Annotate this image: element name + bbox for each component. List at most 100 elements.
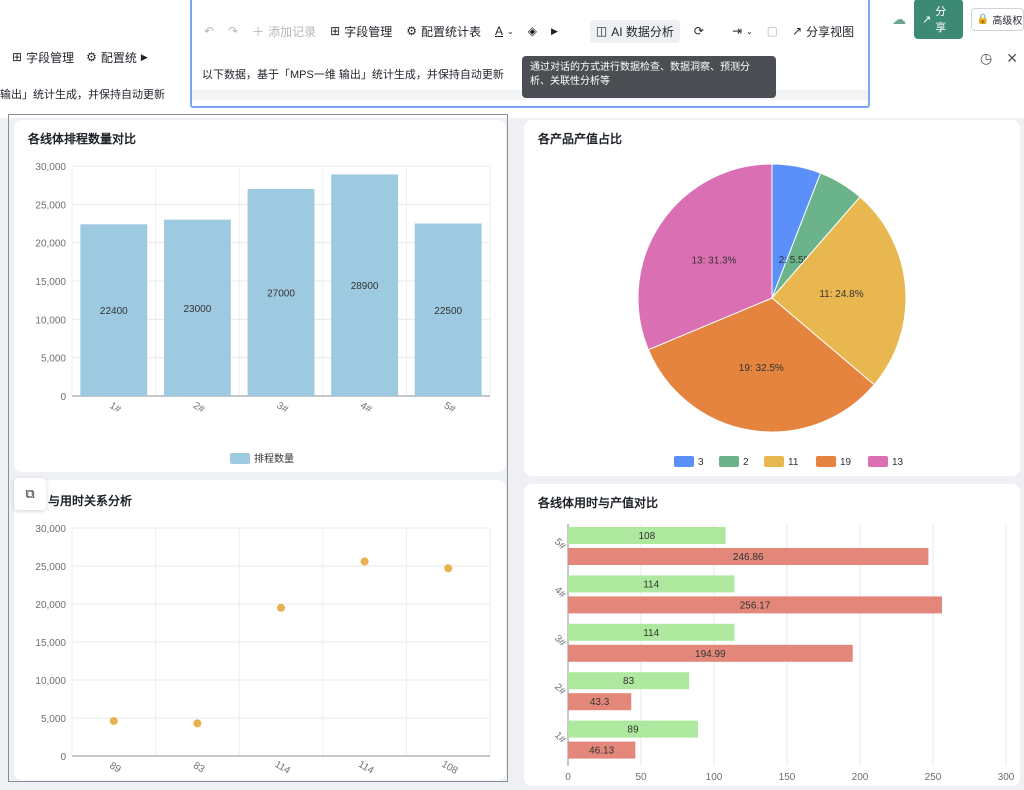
- header-actions: ☁ ↗ 分享 🔒 高级权: [864, 0, 1024, 39]
- data-label: 114: [643, 628, 659, 639]
- legend-label: 19: [840, 457, 852, 468]
- legend-swatch: [816, 456, 836, 467]
- data-label: 246.86: [733, 552, 764, 563]
- export-button[interactable]: ⇥ ⌄: [732, 24, 753, 38]
- data-label: 22500: [434, 306, 462, 317]
- chart-title: 各线体排程数量对比: [28, 132, 137, 146]
- pie-slice: [637, 163, 773, 351]
- chart-card-time-relation[interactable]: 与用时关系分析 0 5,000 10,000 15,000 20,000 25,000 30…: [14, 480, 506, 780]
- y-tick-label: 20,000: [35, 600, 66, 611]
- y-tick-label: 5,000: [41, 354, 66, 365]
- y-tick-label: 10,000: [35, 676, 66, 687]
- x-tick-label: 89: [107, 760, 123, 775]
- y-tick-label: 20,000: [35, 239, 66, 250]
- legend-swatch: [230, 453, 250, 464]
- legend-swatch: [674, 456, 694, 467]
- cloud-icon: ☁: [892, 10, 906, 27]
- redo-icon[interactable]: ↷: [228, 24, 239, 38]
- legend-label: 13: [892, 457, 904, 468]
- play-icon: ▶: [140, 51, 148, 62]
- field-manage-button[interactable]: ⊞ 字段管理: [12, 50, 75, 65]
- x-tick-label: 1#: [107, 400, 123, 415]
- y-tick-label: 5#: [552, 536, 568, 552]
- x-tick-label: 4#: [358, 400, 374, 415]
- bar-time: [568, 575, 735, 593]
- y-tick-label: 0: [60, 392, 66, 403]
- lock-icon: 🔒: [976, 13, 990, 25]
- text-color-button[interactable]: A ⌄: [495, 24, 514, 38]
- bar: [163, 219, 231, 396]
- data-label: 22400: [100, 306, 128, 317]
- y-tick-label: 25,000: [35, 562, 66, 573]
- config-stats-button[interactable]: ⚙ 配置统计表: [406, 24, 482, 39]
- copy-button[interactable]: ⧉: [14, 478, 46, 510]
- data-label: 89: [627, 725, 639, 736]
- grid-icon: ⊞: [330, 24, 341, 38]
- lock-icon[interactable]: ▢: [766, 24, 779, 38]
- bar-value: [568, 644, 853, 662]
- scatter-chart: 0 5,000 10,000 15,000 20,000 25,000 30,000 89 83…: [35, 524, 491, 777]
- y-tick-label: 30,000: [35, 162, 66, 173]
- bar: [331, 174, 399, 396]
- bar-time: [568, 623, 735, 641]
- y-tick-label: 10,000: [35, 315, 66, 326]
- slice-label: 13: 31.3%: [691, 255, 736, 266]
- x-tick-label: 300: [998, 772, 1015, 783]
- ai-analysis-button[interactable]: ◫ AI 数据分析: [589, 19, 680, 43]
- chart-card-time-vs-value[interactable]: 各线体用时与产值对比 0 50 100 150 200 250 300 108 246.86 5#…: [524, 484, 1020, 786]
- field-manage-button-2[interactable]: ⊞ 字段管理: [330, 24, 393, 39]
- play-icon[interactable]: ▶: [550, 25, 558, 36]
- pie-chart: 2: 5.5% 11: 24.8% 19: 32.5% 13: 31.3% 3 2 11 19…: [637, 163, 907, 468]
- chart-card-product-share[interactable]: 各产品产值占比 2: 5.5% 11: 24.8% 19: 32.5% 13: 31.…: [524, 120, 1020, 476]
- undo-icon[interactable]: ↶: [204, 24, 215, 38]
- bar-value: [568, 596, 943, 614]
- bar-value: [568, 741, 636, 759]
- share-view-button[interactable]: ↗ 分享视图: [792, 24, 855, 39]
- bar: [414, 223, 482, 396]
- text-color-icon: A: [495, 24, 504, 38]
- y-tick-label: 15,000: [35, 638, 66, 649]
- pie-slice: [771, 196, 907, 386]
- scatter-point: [109, 717, 118, 726]
- y-tick-label: 0: [60, 752, 66, 763]
- history-icon[interactable]: ◷: [980, 50, 993, 66]
- scatter-point: [277, 603, 285, 612]
- gear-icon: ⚙: [86, 50, 97, 64]
- x-tick-label: 50: [635, 772, 647, 783]
- x-tick-label: 114: [356, 759, 376, 777]
- floating-description: 以下数据，基于「MPS一维 输出」统计生成，并保持自动更新: [202, 69, 504, 81]
- y-tick-label: 4#: [552, 585, 568, 601]
- y-tick-label: 2#: [552, 682, 568, 698]
- data-label: 256.17: [740, 600, 771, 611]
- slice-label: 2: 5.5%: [779, 255, 813, 266]
- refresh-icon[interactable]: ⟳: [693, 24, 704, 38]
- chart-card-line-schedule[interactable]: 各线体排程数量对比 0 5,000 10,000 15,000 20,000 25,000…: [14, 120, 506, 472]
- data-label: 46.13: [589, 746, 614, 757]
- x-tick-label: 108: [439, 759, 459, 777]
- add-record-button[interactable]: ＋ 添加记录: [252, 24, 317, 39]
- bar-time: [568, 527, 726, 544]
- data-label: 43.3: [590, 697, 610, 708]
- pie-slice: [647, 297, 875, 433]
- ai-tooltip: 通过对话的方式进行数据检查、数据洞察、预测分析、关联性分析等: [522, 56, 776, 98]
- x-tick-label: 150: [779, 772, 796, 783]
- horizontal-bar-chart: 0 50 100 150 200 250 300 108 246.86 5# 114 256.17 4#…: [552, 524, 1015, 783]
- share-button[interactable]: ↗ 分享: [914, 0, 963, 39]
- chevron-down-icon: ⌄: [507, 26, 514, 36]
- advanced-permission-button[interactable]: 🔒 高级权: [970, 7, 1024, 31]
- legend-label: 排程数量: [254, 452, 294, 465]
- x-tick-label: 114: [273, 759, 293, 777]
- bar-time: [568, 672, 690, 690]
- legend-swatch: [719, 456, 739, 467]
- bar: [247, 189, 315, 396]
- scatter-point: [193, 719, 202, 728]
- legend-label: 11: [788, 457, 799, 468]
- chevron-down-icon: ⌄: [746, 26, 753, 36]
- grid-icon: ⊞: [12, 50, 23, 64]
- scatter-point: [444, 564, 453, 573]
- x-tick-label: 0: [565, 772, 571, 783]
- close-icon[interactable]: ✕: [1006, 50, 1018, 66]
- bar-value: [568, 693, 632, 711]
- fill-color-icon[interactable]: ◈: [527, 24, 537, 38]
- config-button[interactable]: ⚙ 配置统 ▶: [86, 50, 148, 65]
